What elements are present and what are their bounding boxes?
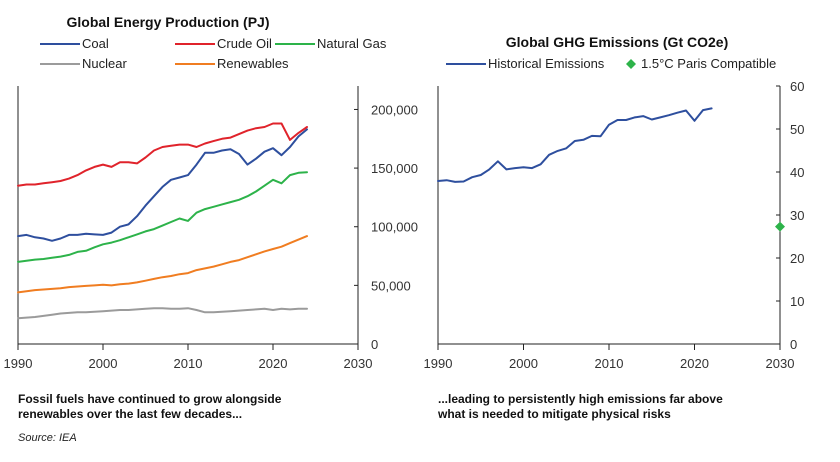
- legend-label: Coal: [82, 36, 109, 51]
- legend-item-coal: Coal: [40, 36, 109, 51]
- left-caption-line-2: renewables over the last few decades...: [18, 407, 243, 421]
- legend-item-natural-gas: Natural Gas: [275, 36, 387, 51]
- x-tick-label: 2030: [344, 356, 373, 371]
- y-tick-label: 200,000: [371, 102, 418, 117]
- series-line-coal: [17, 128, 308, 242]
- left-caption: Fossil fuels have continued to grow alon…: [18, 392, 398, 422]
- y-tick-label: 40: [790, 165, 804, 180]
- chart-panel-2: Global GHG Emissions (Gt CO2e) Historical…: [424, 34, 805, 371]
- legend-label: 1.5°C Paris Compatible: [641, 56, 776, 71]
- legend-label: Crude Oil: [217, 36, 272, 51]
- series-line-nuclear: [17, 307, 308, 320]
- right-caption-line-2: what is needed to mitigate physical risk…: [438, 407, 671, 421]
- legend-item-nuclear: Nuclear: [40, 56, 127, 71]
- plot-frame: [17, 86, 359, 345]
- x-tick-label: 1990: [424, 356, 453, 371]
- series-line-historical-emissions: [437, 107, 713, 183]
- x-tick-label: 2020: [680, 356, 709, 371]
- y-tick-label: 0: [371, 337, 378, 352]
- x-tick-label: 2000: [509, 356, 538, 371]
- chart-panel-1: Global Energy Production (PJ) Coal Crude O…: [4, 14, 418, 371]
- x-tick-label: 1990: [4, 356, 33, 371]
- source-note: Source: IEA: [18, 432, 77, 444]
- y-tick-label: 50: [790, 122, 804, 137]
- x-tick-label: 2010: [595, 356, 624, 371]
- y-tick-label: 30: [790, 208, 804, 223]
- x-tick-label: 2020: [259, 356, 288, 371]
- legend-item-historical-emissions: Historical Emissions: [446, 56, 605, 71]
- legend-item-1-5-c-paris-compatible: 1.5°C Paris Compatible: [626, 56, 776, 71]
- y-tick-label: 150,000: [371, 161, 418, 176]
- series-line-crude-oil: [17, 122, 308, 187]
- chart-title: Global GHG Emissions (Gt CO2e): [506, 34, 728, 50]
- legend-label: Renewables: [217, 56, 289, 71]
- chart-title: Global Energy Production (PJ): [66, 14, 269, 30]
- y-tick-label: 100,000: [371, 220, 418, 235]
- y-tick-label: 10: [790, 294, 804, 309]
- legend-item-renewables: Renewables: [175, 56, 289, 71]
- x-tick-label: 2000: [89, 356, 118, 371]
- right-caption: ...leading to persistently high emission…: [438, 392, 818, 422]
- legend-label: Natural Gas: [317, 36, 387, 51]
- legend-label: Nuclear: [82, 56, 127, 71]
- legend-item-crude-oil: Crude Oil: [175, 36, 272, 51]
- x-tick-label: 2010: [174, 356, 203, 371]
- series-line-natural-gas: [17, 171, 308, 263]
- y-tick-label: 20: [790, 251, 804, 266]
- series-point-1-5-c-paris-compatible: [775, 221, 785, 232]
- series-line-renewables: [17, 235, 308, 294]
- y-tick-label: 0: [790, 337, 797, 352]
- x-tick-label: 2030: [766, 356, 795, 371]
- y-tick-label: 50,000: [371, 278, 411, 293]
- right-caption-line-1: ...leading to persistently high emission…: [438, 392, 723, 406]
- legend-marker: [626, 59, 636, 69]
- y-tick-label: 60: [790, 79, 804, 94]
- left-caption-line-1: Fossil fuels have continued to grow alon…: [18, 392, 282, 406]
- legend-label: Historical Emissions: [488, 56, 605, 71]
